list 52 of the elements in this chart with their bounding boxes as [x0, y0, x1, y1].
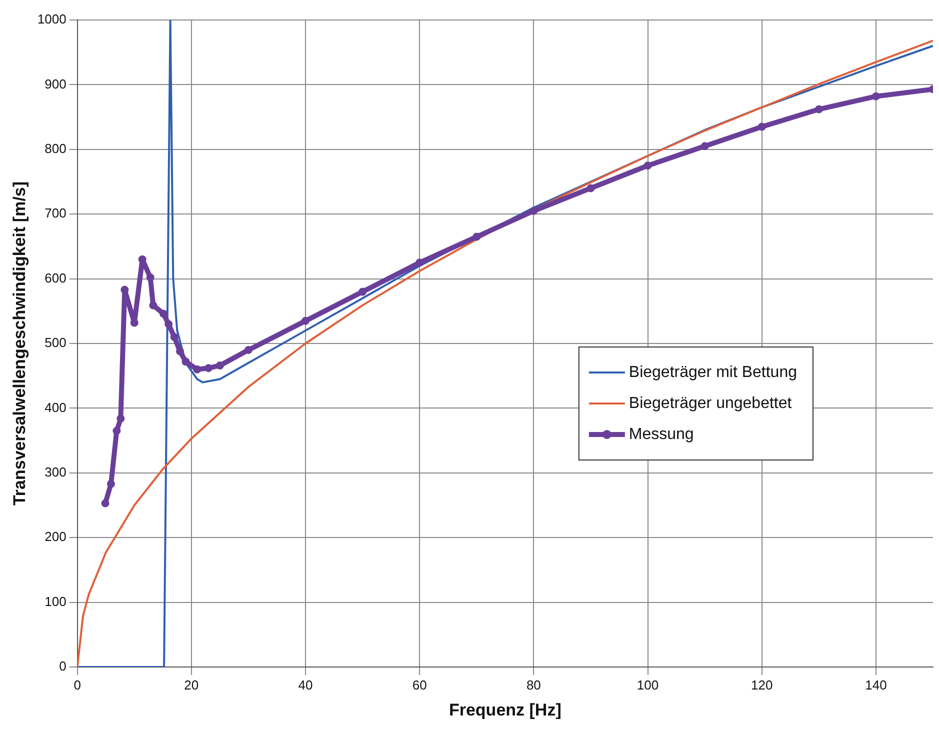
point: [700, 142, 709, 150]
point: [216, 362, 224, 370]
point: [472, 232, 481, 241]
y-tick-label: 0: [59, 658, 66, 674]
y-tick-label: 1000: [37, 12, 66, 27]
x-tick-label: 80: [526, 677, 541, 692]
x-axis-title: Frequenz [Hz]: [448, 700, 562, 720]
point: [101, 499, 110, 508]
point: [106, 480, 115, 488]
point: [193, 365, 202, 374]
y-tick-label: 300: [44, 464, 66, 480]
point: [146, 274, 154, 282]
y-tick-label: 900: [44, 76, 66, 92]
x-tick-label: 100: [636, 677, 659, 692]
y-tick-label: 400: [44, 400, 66, 415]
point: [120, 286, 129, 294]
point: [176, 347, 184, 356]
point: [586, 184, 595, 192]
point: [644, 162, 652, 170]
y-tick-label: 500: [44, 335, 66, 350]
point: [170, 333, 178, 342]
point: [149, 301, 158, 310]
point: [138, 255, 146, 264]
point: [116, 414, 125, 423]
point: [872, 92, 880, 100]
y-tick-label: 200: [44, 529, 66, 544]
point: [530, 206, 538, 215]
legend-label: Messung: [628, 426, 694, 443]
point: [182, 358, 190, 366]
x-tick-label: 20: [184, 677, 199, 692]
point: [244, 346, 252, 354]
x-tick-label: 120: [751, 677, 773, 692]
point: [112, 426, 121, 435]
y-tick-label: 800: [44, 140, 66, 156]
point: [204, 364, 213, 372]
x-tick-label: 40: [298, 677, 313, 692]
point: [758, 122, 766, 131]
point: [302, 316, 310, 325]
legend-label: Biegeträger mit Bettung: [628, 364, 797, 381]
point: [416, 258, 424, 267]
point: [814, 105, 823, 114]
point: [358, 288, 367, 296]
y-tick-label: 100: [44, 594, 66, 609]
point: [159, 310, 168, 318]
point: [164, 320, 173, 328]
y-tick-label: 600: [44, 270, 66, 286]
x-tick-label: 60: [412, 677, 427, 692]
legend-label: Biegeträger ungebettet: [628, 394, 792, 412]
x-tick-label: 0: [74, 677, 81, 692]
y-tick-label: 700: [44, 206, 66, 221]
y-axis-title: Transversalwellengeschwindigkeit [m/s]: [10, 181, 29, 506]
x-tick-label: 140: [865, 677, 887, 692]
